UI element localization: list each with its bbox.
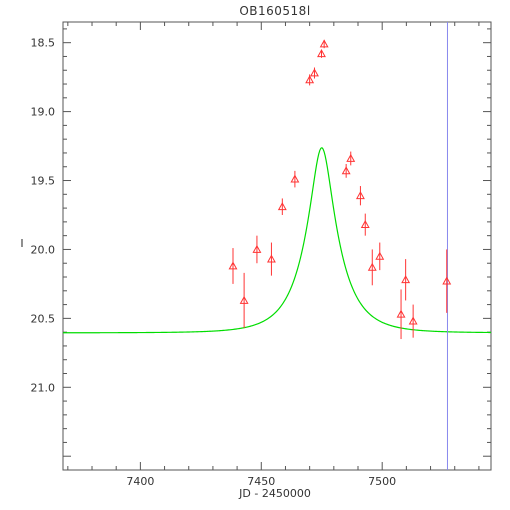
data-point bbox=[317, 49, 326, 58]
data-point bbox=[266, 254, 276, 263]
y-axis-label: I bbox=[20, 237, 23, 250]
data-point bbox=[239, 295, 249, 304]
data-point bbox=[252, 244, 262, 253]
data-point bbox=[442, 276, 452, 285]
data-point bbox=[355, 191, 365, 200]
data-point bbox=[277, 202, 287, 211]
y-tick-label: 19.5 bbox=[31, 175, 56, 188]
data-point bbox=[401, 275, 411, 284]
data-point bbox=[305, 75, 315, 84]
x-tick-label: 7450 bbox=[247, 475, 275, 488]
model-curve bbox=[63, 147, 492, 334]
y-tick-label: 20.5 bbox=[31, 312, 56, 325]
y-tick-label: 20.0 bbox=[31, 243, 56, 256]
chart-title: OB160518l bbox=[239, 4, 310, 18]
x-axis-label: JD - 2450000 bbox=[238, 487, 311, 500]
data-point bbox=[290, 174, 300, 183]
data-point bbox=[341, 166, 351, 175]
data-point bbox=[375, 251, 385, 260]
data-point bbox=[408, 316, 418, 325]
y-tick-label: 19.0 bbox=[31, 106, 56, 119]
data-point bbox=[310, 68, 319, 77]
data-point bbox=[360, 220, 370, 229]
data-point bbox=[228, 261, 238, 270]
y-tick-label: 18.5 bbox=[31, 37, 56, 50]
data-point bbox=[396, 309, 406, 318]
data-point bbox=[319, 39, 329, 48]
x-tick-label: 7400 bbox=[126, 475, 154, 488]
plot-frame bbox=[62, 21, 492, 471]
plot-area: 7400 7450 7500 18.5 19.0 19.5 20.0 20.5 21.0 bbox=[31, 21, 492, 488]
data-point bbox=[367, 262, 377, 271]
data-point bbox=[346, 153, 356, 162]
y-tick-label: 21.0 bbox=[31, 381, 56, 394]
x-tick-label: 7500 bbox=[368, 475, 396, 488]
